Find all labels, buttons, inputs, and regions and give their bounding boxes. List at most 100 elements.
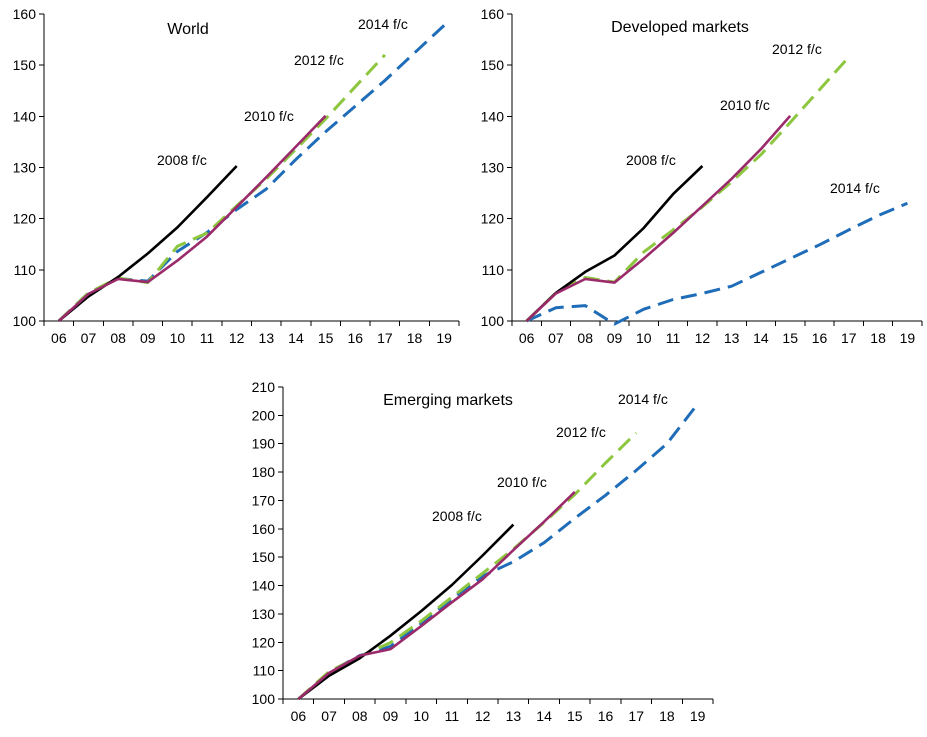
x-tick-label: 17: [377, 330, 393, 346]
series-line-2008-f-c: [297, 523, 515, 701]
y-tick-label: 100: [13, 313, 37, 329]
x-tick-label: 14: [536, 708, 552, 724]
x-tick-label: 15: [567, 708, 583, 724]
y-tick-label: 170: [252, 492, 276, 508]
y-tick-label: 210: [252, 379, 276, 395]
y-tick-label: 120: [481, 211, 505, 227]
series-line-2012-f-c: [57, 53, 386, 323]
x-tick-label: 10: [170, 330, 186, 346]
series-line-2008-f-c: [57, 165, 238, 323]
x-tick-label: 14: [288, 330, 304, 346]
x-tick-label: 11: [666, 330, 681, 346]
y-tick-label: 160: [252, 521, 276, 537]
series-group: [297, 403, 699, 701]
y-tick-label: 140: [13, 108, 37, 124]
x-tick-label: 13: [259, 330, 275, 346]
x-tick-label: 19: [436, 330, 452, 346]
series-label-2008-f-c: 2008 f/c: [432, 508, 482, 524]
series-line-2010-f-c: [57, 114, 327, 322]
series-label-2012-f-c: 2012 f/c: [772, 41, 822, 57]
x-tick-label: 19: [690, 708, 706, 724]
y-tick-label: 130: [481, 160, 505, 176]
series-group: [525, 55, 908, 326]
x-tick-label: 12: [475, 708, 491, 724]
y-tick-label: 160: [13, 6, 37, 22]
y-tick-label: 120: [252, 634, 276, 650]
series-label-2010-f-c: 2010 f/c: [720, 97, 770, 113]
x-tick-label: 09: [383, 708, 399, 724]
series-label-2010-f-c: 2010 f/c: [497, 474, 547, 490]
x-tick-label: 12: [229, 330, 245, 346]
y-tick-label: 200: [252, 407, 276, 423]
axes: 100 110 120 130 140 150 160 06 07 08 09 10 11 12 13 14 1…: [481, 6, 923, 346]
x-tick-label: 07: [81, 330, 97, 346]
developed-markets-chart: 100 110 120 130 140 150 160 06 07 08 09 10 11 12 13 14 1…: [481, 6, 923, 346]
series-label-2012-f-c: 2012 f/c: [294, 52, 344, 68]
y-tick-label: 110: [482, 262, 505, 278]
x-tick-label: 06: [291, 708, 307, 724]
series-label-2014-f-c: 2014 f/c: [830, 180, 880, 196]
series-label-2012-f-c: 2012 f/c: [556, 424, 606, 440]
x-tick-label: 13: [506, 708, 522, 724]
x-tick-label: 17: [841, 330, 857, 346]
x-tick-label: 15: [318, 330, 334, 346]
x-tick-label: 17: [628, 708, 644, 724]
x-tick-label: 08: [577, 330, 593, 346]
x-tick-label: 16: [598, 708, 614, 724]
series-line-2010-f-c: [297, 490, 576, 700]
y-tick-label: 140: [481, 108, 505, 124]
y-tick-label: 140: [252, 578, 276, 594]
x-tick-label: 18: [659, 708, 675, 724]
y-tick-label: 130: [252, 606, 276, 622]
x-tick-label: 11: [200, 330, 215, 346]
x-tick-label: 15: [782, 330, 798, 346]
y-tick-label: 150: [13, 57, 37, 73]
series-line-2014-f-c: [297, 403, 699, 701]
y-tick-label: 110: [253, 663, 276, 679]
y-tick-label: 100: [481, 313, 505, 329]
x-tick-label: 10: [413, 708, 429, 724]
y-tick-label: 150: [481, 57, 505, 73]
x-tick-label: 07: [548, 330, 564, 346]
x-tick-label: 09: [140, 330, 156, 346]
x-tick-label: 09: [607, 330, 623, 346]
chart-title: World: [167, 21, 209, 38]
x-tick-label: 16: [812, 330, 828, 346]
chart-title: Developed markets: [611, 19, 749, 36]
axes: 100 110 120 130 140 150 160 06 07 08 09 10 11 12 13 14 1…: [13, 6, 460, 346]
y-tick-label: 190: [252, 436, 276, 452]
chart-title: Emerging markets: [383, 392, 513, 409]
y-tick-label: 130: [13, 160, 37, 176]
x-tick-label: 18: [407, 330, 423, 346]
x-tick-label: 16: [347, 330, 363, 346]
x-tick-label: 06: [519, 330, 535, 346]
x-tick-label: 06: [51, 330, 67, 346]
x-tick-label: 18: [870, 330, 886, 346]
y-tick-label: 100: [252, 691, 276, 707]
series-label-2014-f-c: 2014 f/c: [618, 391, 668, 407]
y-tick-label: 150: [252, 549, 276, 565]
y-tick-label: 120: [13, 211, 37, 227]
series-line-2012-f-c: [525, 55, 850, 323]
y-tick-label: 160: [481, 6, 505, 22]
y-tick-label: 180: [252, 464, 276, 480]
x-tick-label: 08: [110, 330, 126, 346]
series-label-2010-f-c: 2010 f/c: [244, 108, 294, 124]
x-tick-label: 12: [695, 330, 711, 346]
x-tick-label: 14: [753, 330, 769, 346]
series-line-2010-f-c: [525, 114, 792, 322]
x-tick-label: 07: [321, 708, 337, 724]
series-label-2008-f-c: 2008 f/c: [626, 152, 676, 168]
series-line-2012-f-c: [297, 431, 638, 701]
series-group: [57, 24, 446, 323]
world-chart: 100 110 120 130 140 150 160 06 07 08 09 10 11 12 13 14 1…: [13, 6, 460, 346]
series-label-2014-f-c: 2014 f/c: [358, 16, 408, 32]
x-tick-label: 10: [636, 330, 652, 346]
x-tick-label: 13: [724, 330, 740, 346]
y-tick-label: 110: [14, 262, 37, 278]
x-tick-label: 19: [900, 330, 916, 346]
series-label-2008-f-c: 2008 f/c: [157, 152, 207, 168]
axes: 100 110 120 130 140 150 160 170 180 190 200 210 06 07…: [252, 379, 714, 724]
